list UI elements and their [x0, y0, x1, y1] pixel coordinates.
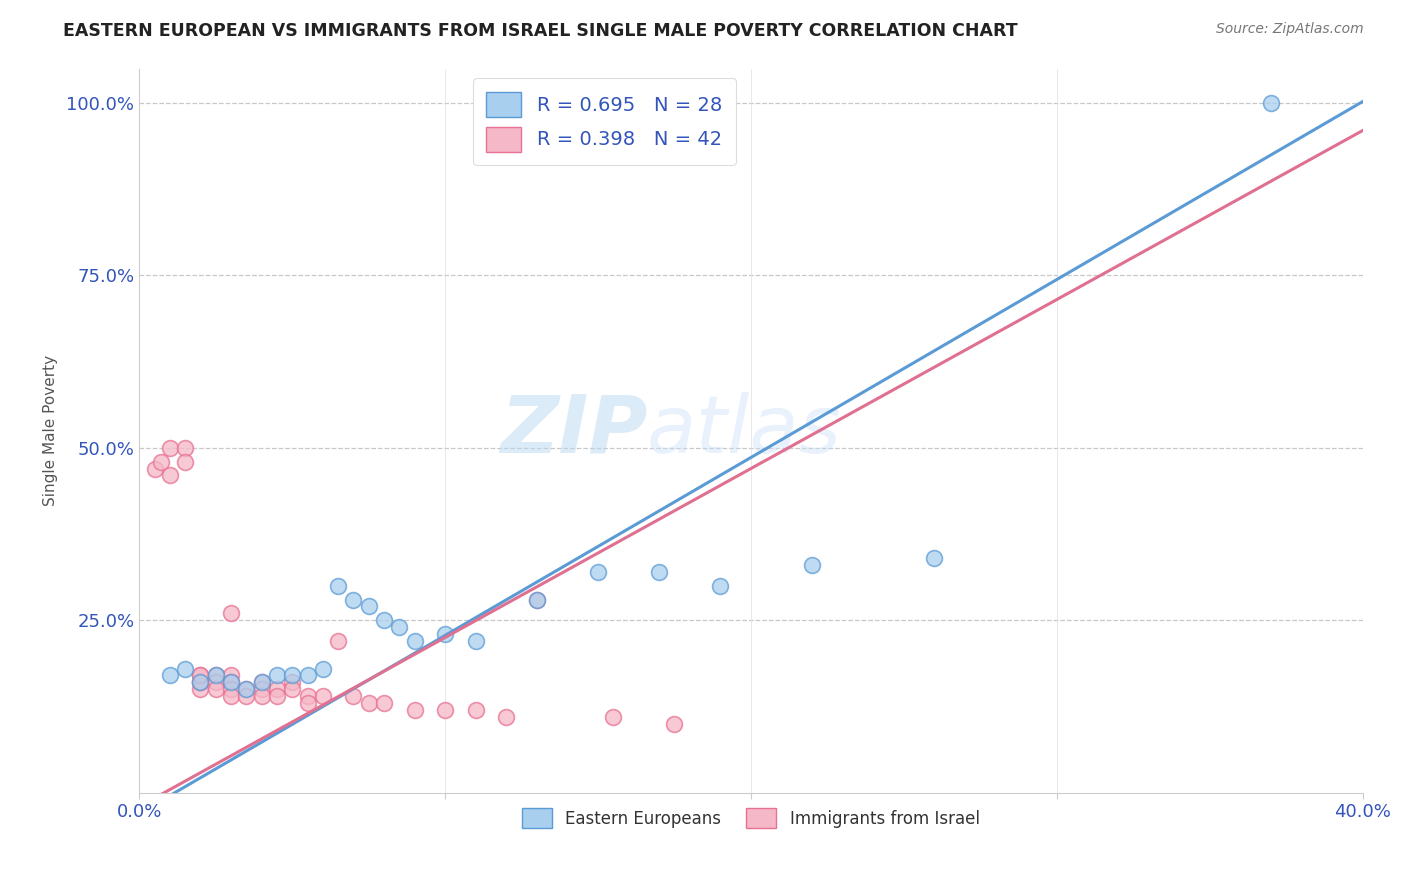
Point [204, 668, 226, 682]
Point [464, 634, 486, 648]
Point [159, 441, 181, 455]
Point [664, 716, 686, 731]
Point [219, 682, 242, 697]
Text: ZIP: ZIP [499, 392, 647, 469]
Point [250, 682, 273, 697]
Point [801, 558, 824, 572]
Point [312, 661, 335, 675]
Point [357, 696, 380, 710]
Point [219, 668, 242, 682]
Point [250, 675, 273, 690]
Point [174, 455, 197, 469]
Point [219, 689, 242, 703]
Point [1260, 95, 1282, 110]
Point [434, 703, 457, 717]
Point [250, 675, 273, 690]
Point [326, 579, 349, 593]
Point [526, 592, 548, 607]
Point [174, 661, 197, 675]
Point [281, 668, 304, 682]
Point [373, 696, 395, 710]
Point [281, 675, 304, 690]
Y-axis label: Single Male Poverty: Single Male Poverty [44, 355, 58, 506]
Point [312, 689, 335, 703]
Point [648, 565, 671, 579]
Point [586, 565, 609, 579]
Point [510, 95, 533, 110]
Point [235, 689, 257, 703]
Point [190, 675, 212, 690]
Point [464, 703, 486, 717]
Point [342, 592, 364, 607]
Point [204, 675, 226, 690]
Point [404, 703, 426, 717]
Point [373, 613, 395, 627]
Point [434, 627, 457, 641]
Point [924, 551, 946, 566]
Text: EASTERN EUROPEAN VS IMMIGRANTS FROM ISRAEL SINGLE MALE POVERTY CORRELATION CHART: EASTERN EUROPEAN VS IMMIGRANTS FROM ISRA… [63, 22, 1018, 40]
Point [709, 579, 731, 593]
Point [190, 675, 212, 690]
Point [143, 461, 166, 475]
Point [297, 696, 319, 710]
Point [190, 675, 212, 690]
Point [250, 689, 273, 703]
Point [297, 668, 319, 682]
Point [266, 689, 288, 703]
Point [326, 634, 349, 648]
Point [266, 668, 288, 682]
Point [297, 689, 319, 703]
Point [219, 675, 242, 690]
Point [190, 682, 212, 697]
Point [388, 620, 411, 634]
Point [266, 682, 288, 697]
Legend: Eastern Europeans, Immigrants from Israel: Eastern Europeans, Immigrants from Israe… [516, 801, 987, 835]
Text: Source: ZipAtlas.com: Source: ZipAtlas.com [1216, 22, 1364, 37]
Point [174, 441, 197, 455]
Point [219, 675, 242, 690]
Point [204, 668, 226, 682]
Point [219, 607, 242, 621]
Point [342, 689, 364, 703]
Point [159, 468, 181, 483]
Point [235, 682, 257, 697]
Point [526, 592, 548, 607]
Point [479, 95, 502, 110]
Point [204, 682, 226, 697]
Point [495, 710, 517, 724]
Point [235, 682, 257, 697]
Text: atlas: atlas [647, 392, 842, 469]
Point [159, 668, 181, 682]
Point [281, 682, 304, 697]
Point [404, 634, 426, 648]
Point [190, 668, 212, 682]
Point [602, 710, 624, 724]
Point [190, 668, 212, 682]
Point [149, 455, 172, 469]
Point [357, 599, 380, 614]
